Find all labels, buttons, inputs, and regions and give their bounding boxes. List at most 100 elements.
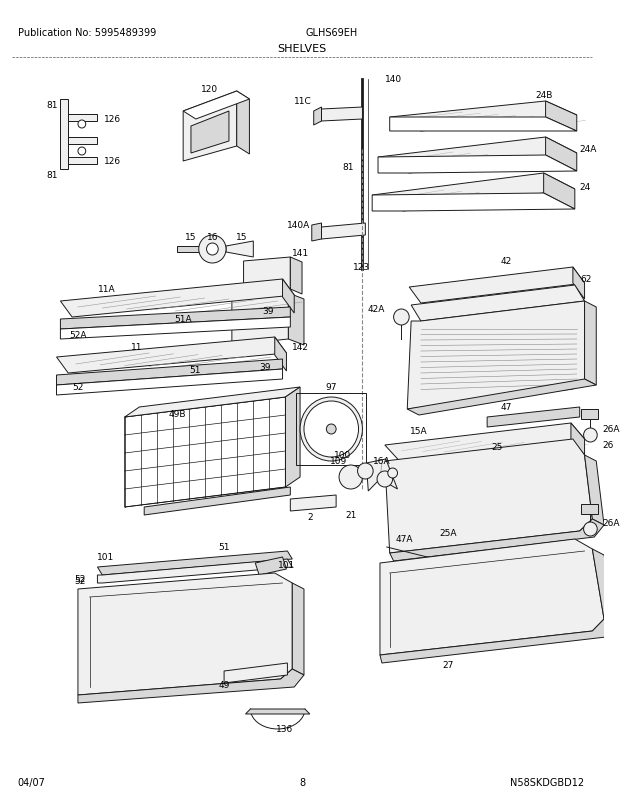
Polygon shape (97, 551, 292, 575)
Text: 81: 81 (47, 100, 58, 109)
Polygon shape (144, 488, 290, 516)
Polygon shape (312, 224, 322, 241)
Text: 11C: 11C (294, 97, 312, 107)
Text: 52A: 52A (69, 331, 87, 340)
Circle shape (358, 464, 373, 480)
Circle shape (78, 148, 86, 156)
Polygon shape (409, 268, 585, 304)
Polygon shape (544, 174, 575, 210)
Polygon shape (285, 387, 300, 488)
Polygon shape (68, 158, 97, 164)
Polygon shape (183, 92, 237, 162)
Polygon shape (283, 280, 294, 314)
Polygon shape (232, 294, 288, 346)
Circle shape (300, 398, 363, 461)
Polygon shape (125, 398, 285, 508)
Polygon shape (56, 338, 286, 374)
Text: 24A: 24A (580, 145, 597, 154)
Polygon shape (78, 573, 292, 695)
Text: 24: 24 (580, 184, 591, 192)
Polygon shape (571, 423, 585, 456)
Text: 42: 42 (501, 257, 512, 266)
Circle shape (388, 468, 397, 479)
Text: 49: 49 (218, 681, 230, 690)
Polygon shape (292, 583, 304, 675)
Circle shape (394, 310, 409, 326)
Text: 97: 97 (326, 383, 337, 392)
Text: Publication No: 5995489399: Publication No: 5995489399 (17, 28, 156, 38)
Polygon shape (237, 92, 249, 155)
Polygon shape (314, 107, 322, 126)
Polygon shape (288, 294, 304, 346)
Polygon shape (255, 557, 286, 575)
Text: 24B: 24B (536, 91, 553, 100)
Text: 123: 123 (353, 263, 370, 272)
Polygon shape (380, 619, 616, 663)
Circle shape (78, 121, 86, 129)
Text: 109: 109 (330, 457, 348, 466)
Text: 126: 126 (104, 157, 122, 166)
Polygon shape (322, 224, 365, 240)
Text: 16A: 16A (373, 457, 391, 466)
Polygon shape (390, 118, 577, 132)
Polygon shape (592, 549, 616, 626)
Text: 39: 39 (259, 363, 271, 372)
Polygon shape (411, 286, 585, 322)
Polygon shape (407, 302, 585, 410)
Text: 141: 141 (292, 249, 309, 258)
Polygon shape (407, 379, 596, 415)
Text: 8: 8 (299, 777, 305, 787)
Text: 62: 62 (581, 275, 592, 284)
Circle shape (199, 236, 226, 264)
Polygon shape (573, 268, 585, 300)
Text: 51: 51 (189, 366, 201, 375)
Text: 126: 126 (104, 115, 122, 124)
Polygon shape (125, 387, 300, 418)
Polygon shape (581, 410, 598, 419)
Polygon shape (334, 425, 355, 427)
Polygon shape (78, 669, 304, 703)
Polygon shape (546, 138, 577, 172)
Polygon shape (290, 496, 336, 512)
Polygon shape (275, 338, 286, 371)
Text: 04/07: 04/07 (17, 777, 45, 787)
Text: 25A: 25A (440, 529, 457, 538)
Circle shape (304, 402, 358, 457)
Text: 101: 101 (278, 561, 295, 569)
Polygon shape (177, 247, 199, 253)
Polygon shape (246, 709, 310, 714)
Polygon shape (546, 102, 577, 132)
Text: 120: 120 (201, 85, 218, 95)
Text: 101: 101 (97, 553, 114, 561)
Polygon shape (56, 370, 283, 395)
Polygon shape (308, 431, 329, 434)
Polygon shape (68, 115, 97, 122)
Text: 81: 81 (342, 164, 353, 172)
Polygon shape (334, 431, 335, 454)
Text: 15: 15 (185, 233, 197, 242)
Text: N58SKDGBD12: N58SKDGBD12 (510, 777, 585, 787)
Polygon shape (331, 409, 345, 427)
Polygon shape (585, 302, 596, 386)
Circle shape (583, 428, 597, 443)
Text: 81: 81 (47, 170, 58, 180)
Text: 51: 51 (218, 543, 230, 552)
Text: 39: 39 (262, 307, 273, 316)
Polygon shape (327, 405, 329, 427)
Polygon shape (366, 460, 397, 492)
Text: 15A: 15A (410, 427, 428, 436)
Text: 15: 15 (236, 233, 247, 242)
Text: 26: 26 (602, 441, 613, 450)
Text: 47: 47 (501, 403, 512, 412)
Polygon shape (290, 257, 302, 294)
Polygon shape (585, 456, 604, 525)
Polygon shape (322, 107, 363, 122)
Polygon shape (224, 663, 288, 683)
Polygon shape (183, 92, 249, 119)
Text: 140A: 140A (286, 221, 310, 229)
Text: SHELVES: SHELVES (277, 44, 327, 54)
Text: 100: 100 (334, 451, 351, 460)
Polygon shape (380, 539, 604, 655)
Text: 25: 25 (491, 443, 503, 452)
Polygon shape (378, 156, 577, 174)
